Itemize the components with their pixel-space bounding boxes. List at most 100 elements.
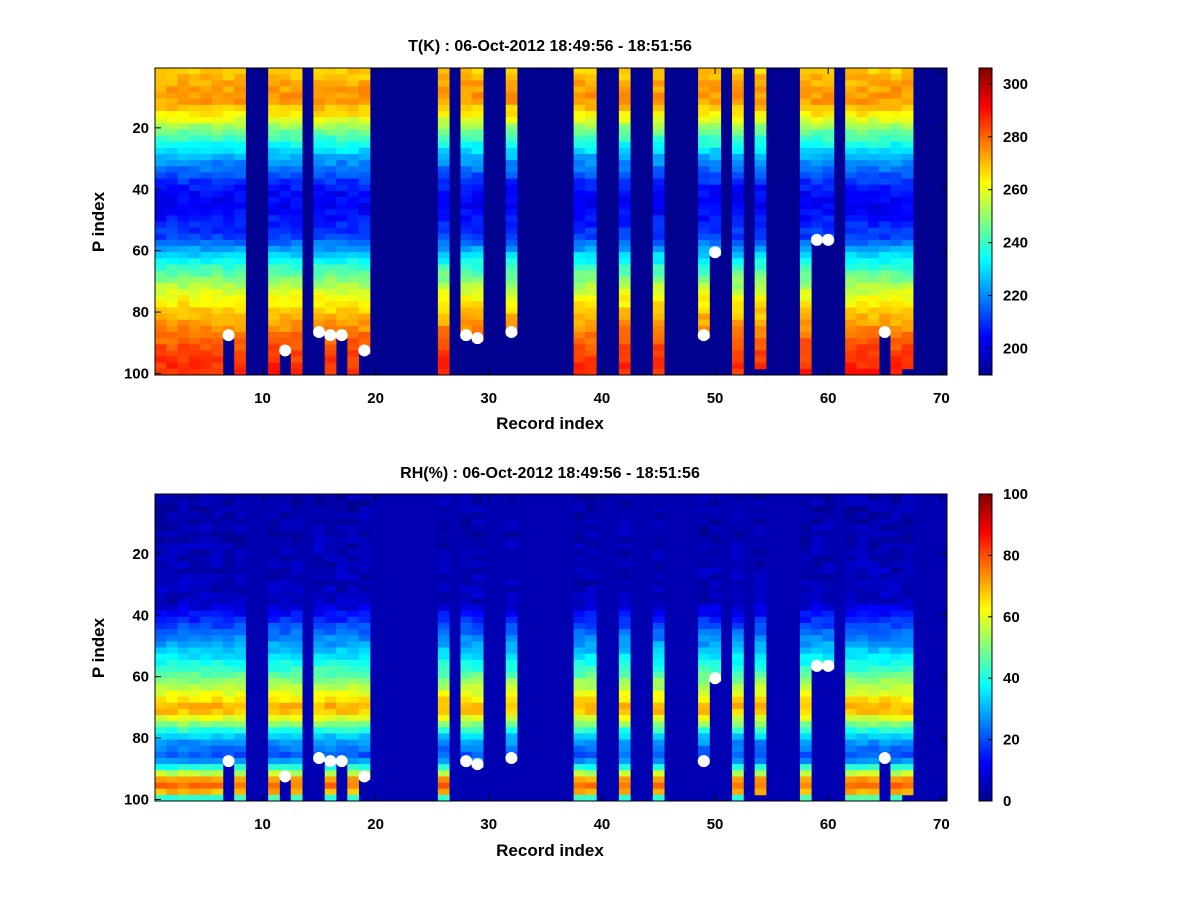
heatmap-cell xyxy=(166,579,179,587)
heatmap-cell xyxy=(879,678,891,685)
heatmap-cell xyxy=(234,715,246,722)
heatmap-cell xyxy=(155,295,167,302)
heatmap-cell xyxy=(358,721,371,728)
heatmap-cell xyxy=(890,258,903,265)
heatmap-cell xyxy=(222,653,235,661)
marker-record-12 xyxy=(279,344,292,357)
heatmap-cell xyxy=(879,715,891,722)
heatmap-cell xyxy=(188,325,201,333)
heatmap-cell xyxy=(890,678,903,685)
heatmap-cell xyxy=(177,702,190,710)
heatmap-cell xyxy=(754,196,767,204)
heatmap-cell xyxy=(890,313,903,321)
heatmap-cell xyxy=(166,252,179,259)
heatmap-cell xyxy=(188,258,201,265)
heatmap-cell xyxy=(290,721,303,728)
heatmap-cell xyxy=(901,536,914,544)
heatmap-cell xyxy=(222,647,235,655)
heatmap-cell xyxy=(811,543,823,550)
heatmap-cell xyxy=(799,702,812,710)
heatmap-cell xyxy=(845,573,857,581)
heatmap-cell xyxy=(618,338,631,345)
heatmap-cell xyxy=(211,678,224,685)
heatmap-cell xyxy=(268,368,280,376)
heatmap-cell xyxy=(867,301,880,308)
heatmap-cell xyxy=(177,129,190,136)
heatmap-cell xyxy=(290,598,303,605)
heatmap-cell xyxy=(901,573,914,581)
heatmap-cell xyxy=(901,184,914,192)
heatmap-cell xyxy=(822,80,835,87)
heatmap-cell xyxy=(698,160,710,167)
heatmap-cell xyxy=(879,203,891,210)
heatmap-cell xyxy=(856,561,869,569)
heatmap-cell xyxy=(460,307,473,314)
heatmap-cell xyxy=(279,80,292,87)
heatmap-cell xyxy=(505,524,518,532)
heatmap-cell xyxy=(155,782,167,790)
heatmap-cell xyxy=(867,629,880,636)
heatmap-cell xyxy=(166,282,179,290)
heatmap-cell xyxy=(618,110,631,118)
heatmap-cell xyxy=(460,135,473,143)
heatmap-cell xyxy=(222,610,235,618)
heatmap-cell xyxy=(313,301,326,308)
heatmap-cell xyxy=(890,215,903,222)
heatmap-cell xyxy=(313,104,326,112)
heatmap-cell xyxy=(698,549,710,556)
heatmap-cell xyxy=(211,573,224,581)
heatmap-cell xyxy=(879,653,891,661)
heatmap-cell xyxy=(279,506,292,513)
heatmap-cell xyxy=(811,98,823,106)
heatmap-cell xyxy=(347,782,360,790)
heatmap-cell xyxy=(890,203,903,210)
heatmap-cell xyxy=(867,536,880,544)
heatmap-cell xyxy=(155,80,167,87)
heatmap-cell xyxy=(268,610,280,618)
heatmap-cell xyxy=(845,764,857,771)
heatmap-cell xyxy=(890,80,903,87)
heatmap-cell xyxy=(754,239,767,247)
heatmap-cell xyxy=(222,141,235,149)
heatmap-cell xyxy=(211,604,224,612)
heatmap-cell xyxy=(573,289,586,296)
heatmap-cell xyxy=(698,512,710,519)
heatmap-cell xyxy=(867,282,880,290)
heatmap-cell xyxy=(856,702,869,710)
heatmap-cell xyxy=(279,592,292,599)
heatmap-cell xyxy=(822,604,835,612)
heatmap-cell xyxy=(890,708,903,716)
heatmap-cell xyxy=(279,276,292,284)
heatmap-cell xyxy=(188,758,201,765)
heatmap-cell xyxy=(584,362,597,370)
heatmap-cell xyxy=(313,653,326,661)
heatmap-cell xyxy=(177,123,190,130)
heatmap-cell xyxy=(856,635,869,642)
heatmap-cell xyxy=(358,739,371,747)
heatmap-cell xyxy=(268,313,280,321)
heatmap-cell xyxy=(460,196,473,204)
heatmap-cell xyxy=(845,325,857,333)
heatmap-cell xyxy=(698,653,710,661)
heatmap-cell xyxy=(799,573,812,581)
heatmap-cell xyxy=(573,622,586,630)
heatmap-cell xyxy=(867,518,880,526)
heatmap-cell xyxy=(698,536,710,544)
heatmap-cell xyxy=(573,209,586,216)
heatmap-cell xyxy=(437,727,450,734)
heatmap-cell xyxy=(268,561,280,569)
heatmap-cell xyxy=(324,221,337,229)
heatmap-cell xyxy=(698,610,710,618)
heatmap-cell xyxy=(460,598,473,605)
heatmap-cell xyxy=(856,319,869,327)
heatmap-cell xyxy=(347,727,360,734)
heatmap-cell xyxy=(890,598,903,605)
heatmap-cell xyxy=(324,782,337,790)
heatmap-cell xyxy=(324,92,337,100)
heatmap-cell xyxy=(867,788,880,796)
heatmap-cell xyxy=(584,319,597,327)
heatmap-cell xyxy=(177,592,190,599)
heatmap-cell xyxy=(324,678,337,685)
heatmap-cell xyxy=(867,123,880,130)
